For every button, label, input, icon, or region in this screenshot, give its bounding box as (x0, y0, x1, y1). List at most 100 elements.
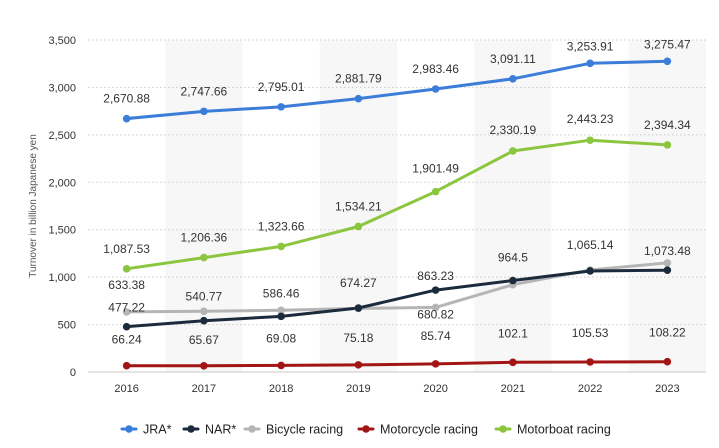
x-tick-label: 2023 (655, 383, 679, 395)
x-tick-label: 2022 (578, 383, 602, 395)
legend-label: JRA* (143, 423, 172, 437)
x-tick-label: 2020 (423, 383, 447, 395)
data-point (354, 94, 363, 103)
data-point (509, 358, 517, 367)
data-point (586, 136, 594, 145)
legend-label: Motorcycle racing (380, 423, 478, 437)
y-tick-label: 3,000 (48, 82, 76, 94)
x-tick-label: 2017 (192, 383, 216, 395)
data-label: 75.18 (343, 331, 373, 345)
column-band (474, 40, 552, 372)
data-label: 2,983.46 (412, 62, 459, 76)
data-label: 65.67 (189, 333, 219, 347)
data-point (277, 306, 285, 315)
data-label: 105.53 (572, 326, 609, 340)
x-tick-label: 2019 (346, 383, 370, 395)
x-tick-label: 2021 (501, 383, 525, 395)
data-label: 66.24 (112, 333, 142, 347)
data-label: 680.82 (417, 307, 454, 321)
data-point (586, 358, 594, 366)
x-tick-label: 2018 (269, 383, 293, 395)
data-label: 1,087.53 (103, 242, 150, 256)
data-label: 2,795.01 (258, 80, 305, 94)
legend-label: Motorboat racing (517, 423, 611, 437)
data-point (200, 107, 208, 116)
data-point (277, 312, 285, 321)
y-tick-label: 0 (70, 367, 76, 379)
data-point (122, 114, 131, 123)
data-point (354, 304, 363, 312)
data-point (586, 267, 594, 275)
data-label: 1,206.36 (181, 231, 228, 245)
x-tick-label: 2016 (114, 383, 138, 395)
data-point (663, 266, 672, 274)
data-point (663, 57, 672, 66)
data-point (431, 286, 440, 294)
y-tick-label: 1,500 (48, 225, 76, 237)
data-point (122, 308, 131, 316)
data-label: 2,670.88 (103, 92, 150, 106)
data-label: 964.5 (498, 251, 528, 265)
data-label: 108.22 (649, 326, 686, 340)
data-point (431, 303, 440, 312)
data-point (200, 316, 208, 325)
data-label: 1,073.48 (644, 244, 691, 258)
column-band (628, 40, 706, 372)
data-point (354, 222, 363, 231)
data-label: 2,330.19 (490, 123, 537, 137)
data-point (431, 360, 440, 368)
column-band (165, 40, 243, 372)
y-tick-label: 3,500 (48, 35, 76, 47)
data-point (663, 141, 672, 149)
data-labels: 2,670.88 2,747.66 2,795.01 2,881.79 2,983.46… (103, 37, 691, 346)
data-point (663, 259, 672, 267)
series-lines (125, 59, 669, 368)
data-point (509, 276, 517, 285)
data-point (509, 74, 517, 83)
data-label: 477.22 (108, 301, 145, 315)
data-label: 2,747.66 (181, 84, 228, 98)
data-point (200, 361, 208, 370)
legend: JRA* NAR* Bicycle racing Motorcycle racing M… (120, 423, 611, 437)
data-point (509, 147, 517, 155)
data-point (122, 322, 131, 331)
y-axis-ticks: 0 500 1,000 1,500 2,000 2,500 3,000 3,500 (48, 35, 76, 379)
y-tick-label: 2,500 (48, 130, 76, 142)
data-label: 2,394.34 (644, 118, 691, 132)
data-point (277, 361, 285, 370)
data-label: 633.38 (108, 278, 145, 292)
series-line (125, 59, 669, 121)
data-label: 3,275.47 (644, 37, 691, 51)
legend-label: NAR* (205, 423, 236, 437)
data-point (200, 307, 208, 316)
y-tick-label: 500 (58, 320, 76, 332)
y-tick-label: 2,000 (48, 177, 76, 189)
x-axis-ticks: 2016 2017 2018 2019 2020 2021 2022 2023 (114, 383, 679, 395)
data-label: 540.77 (186, 290, 223, 304)
data-point (122, 361, 131, 370)
series-points (122, 57, 672, 370)
data-label: 1,534.21 (335, 199, 382, 213)
data-point (431, 187, 440, 196)
series-line (125, 268, 669, 329)
gridlines (88, 39, 706, 373)
data-point (277, 103, 285, 111)
data-label: 3,253.91 (567, 39, 614, 53)
y-axis-label: Turnover in billion Japanese yen (28, 134, 39, 278)
legend-marker (125, 425, 133, 433)
legend-marker (499, 425, 507, 433)
data-label: 69.08 (266, 331, 296, 345)
data-label: 863.23 (417, 269, 454, 283)
data-point (663, 357, 672, 366)
data-label: 586.46 (263, 286, 300, 300)
data-point (354, 361, 363, 369)
data-point (586, 59, 594, 68)
legend-label: Bicycle racing (266, 423, 343, 437)
data-label: 102.1 (498, 326, 528, 340)
data-label: 85.74 (421, 329, 451, 343)
legend-marker (248, 425, 256, 433)
data-label: 1,323.66 (258, 219, 305, 233)
data-label: 1,901.49 (412, 162, 459, 176)
data-label: 2,443.23 (567, 112, 614, 126)
